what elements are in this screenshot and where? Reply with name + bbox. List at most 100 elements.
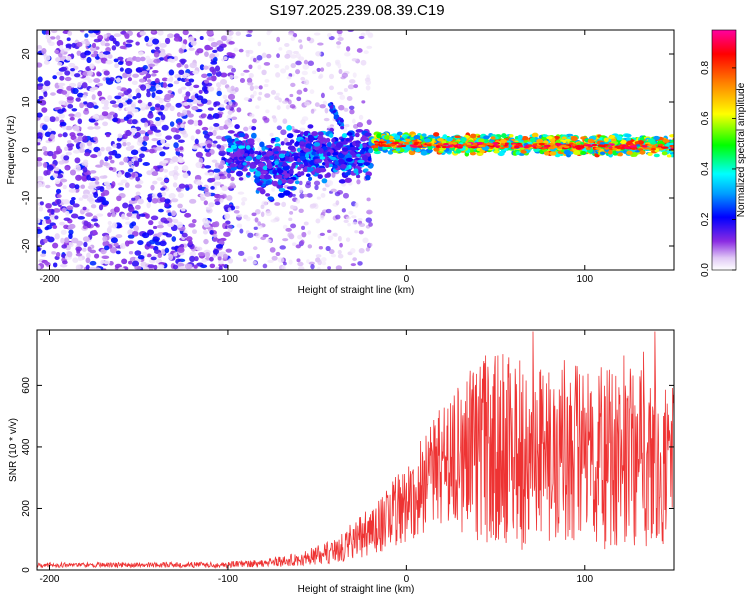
spectrogram-cell: [261, 69, 267, 76]
spectrogram-cell: [330, 156, 337, 161]
spectrogram-cell: [328, 249, 335, 255]
spectrogram-cell: [299, 164, 305, 168]
spectrogram-cell: [253, 226, 258, 231]
spectrogram-cell: [117, 170, 122, 178]
spectrogram-cell: [226, 36, 233, 40]
spectrogram-cell: [116, 137, 122, 142]
spectrogram-cell: [417, 145, 423, 148]
spectrogram-cell: [64, 70, 71, 76]
spectrogram-cell: [271, 148, 278, 152]
spectrogram-cell: [301, 225, 306, 231]
spectrogram-cell: [134, 161, 139, 167]
spectrogram-cell: [287, 145, 296, 151]
spectrogram-cell: [270, 89, 276, 95]
spectrogram-cell: [336, 30, 343, 35]
colorbar-tick-label: 0.4: [700, 162, 711, 176]
spectrogram-cell: [206, 46, 214, 51]
spectrogram-cell: [249, 163, 257, 169]
spectrogram-cell: [109, 100, 117, 105]
spectrogram-cell: [229, 74, 234, 79]
spectrogram-cell: [256, 166, 262, 171]
spectrogram-cell: [151, 137, 158, 142]
spectrogram-cell: [319, 73, 324, 79]
spectrogram-cell: [114, 153, 122, 159]
spectrogram-cell: [105, 46, 111, 53]
spectrogram-cell: [267, 259, 274, 263]
spectrogram-cell: [349, 135, 354, 141]
spectrogram-cell: [146, 201, 151, 209]
spectrogram-cell: [167, 33, 174, 39]
spectrogram-cell: [215, 135, 223, 140]
spectrogram-cell: [109, 111, 116, 116]
spectrogram-cell: [315, 51, 322, 57]
spectrogram-cell: [45, 218, 52, 224]
spectrogram-cell: [387, 150, 394, 155]
spectrogram-cell: [183, 39, 188, 45]
spectrogram-cell: [347, 222, 351, 227]
spectrogram-cell: [75, 174, 82, 181]
spectrogram-cell: [201, 85, 208, 92]
spectrogram-cell: [85, 264, 90, 270]
spectrogram-cell: [634, 141, 640, 145]
spectrogram-cell: [610, 138, 617, 142]
spectrogram-cell: [152, 236, 160, 242]
spectrogram-cell: [238, 48, 244, 53]
spectrogram-cell: [121, 213, 126, 220]
spectrogram-cell: [142, 161, 150, 166]
spectrogram-cell: [88, 145, 93, 151]
spectrogram-cell: [43, 115, 50, 123]
spectrogram-cell: [150, 73, 157, 77]
spectrogram-cell: [363, 162, 371, 166]
spectrogram-cell: [306, 193, 313, 198]
snr-ylabel: SNR (10 * v/v): [8, 418, 19, 482]
spectrogram-cell: [344, 171, 351, 176]
spectrogram-cell: [204, 165, 212, 169]
spectrogram-cell: [236, 213, 243, 218]
spectrogram-cell: [87, 246, 92, 252]
spectrogram-cell: [130, 107, 136, 113]
spectrogram-cell: [200, 98, 208, 104]
spectrogram-cell: [241, 197, 248, 202]
spectrogram-cell: [93, 222, 99, 227]
spectrogram-cell: [240, 149, 245, 155]
spectrogram-cell: [42, 124, 48, 131]
spectrogram-cell: [161, 191, 167, 197]
spectrogram-cell: [134, 265, 142, 270]
spectrogram-cell: [325, 208, 332, 214]
spectrogram-cell: [299, 141, 305, 145]
spectrogram-cell: [317, 42, 324, 46]
spectrogram-cell: [276, 36, 281, 43]
spectrogram-cell: [227, 65, 234, 69]
spectrogram-cell: [275, 251, 281, 257]
spectrogram-cell: [326, 141, 332, 148]
spectrogram-cell: [345, 157, 353, 162]
spectrogram-cell: [81, 82, 88, 89]
spectrogram-cell: [37, 161, 43, 167]
spectrogram-cell: [67, 30, 73, 36]
spectrogram-cell: [126, 99, 132, 105]
spectrogram-cell: [100, 260, 105, 265]
spectrogram-cell: [227, 172, 231, 179]
spectrogram-cell: [338, 179, 346, 184]
spectrogram-cell: [240, 72, 245, 76]
spectrogram-cell: [674, 138, 679, 143]
spectrogram-cell: [186, 98, 194, 103]
spectrogram-cell: [553, 145, 558, 149]
spectrogram-cell: [135, 176, 141, 182]
spectrogram-cell: [136, 92, 142, 99]
spectrogram-cell: [52, 242, 59, 249]
spectrogram-cell: [302, 167, 309, 173]
spectrogram-cell: [124, 240, 130, 247]
spectrogram-cell: [300, 76, 306, 81]
spectrogram-cell: [209, 230, 214, 235]
spectrogram-cell: [92, 229, 98, 235]
spectrogram-cell: [123, 33, 130, 37]
spectrogram-cell: [67, 225, 74, 230]
spectrogram-cell: [188, 223, 196, 228]
spectrogram-cell: [148, 85, 157, 92]
spectrogram-cell: [322, 100, 328, 105]
spectrogram-cell: [252, 57, 257, 63]
spectrogram-cell: [174, 147, 180, 152]
spectrogram-cell: [206, 30, 214, 36]
